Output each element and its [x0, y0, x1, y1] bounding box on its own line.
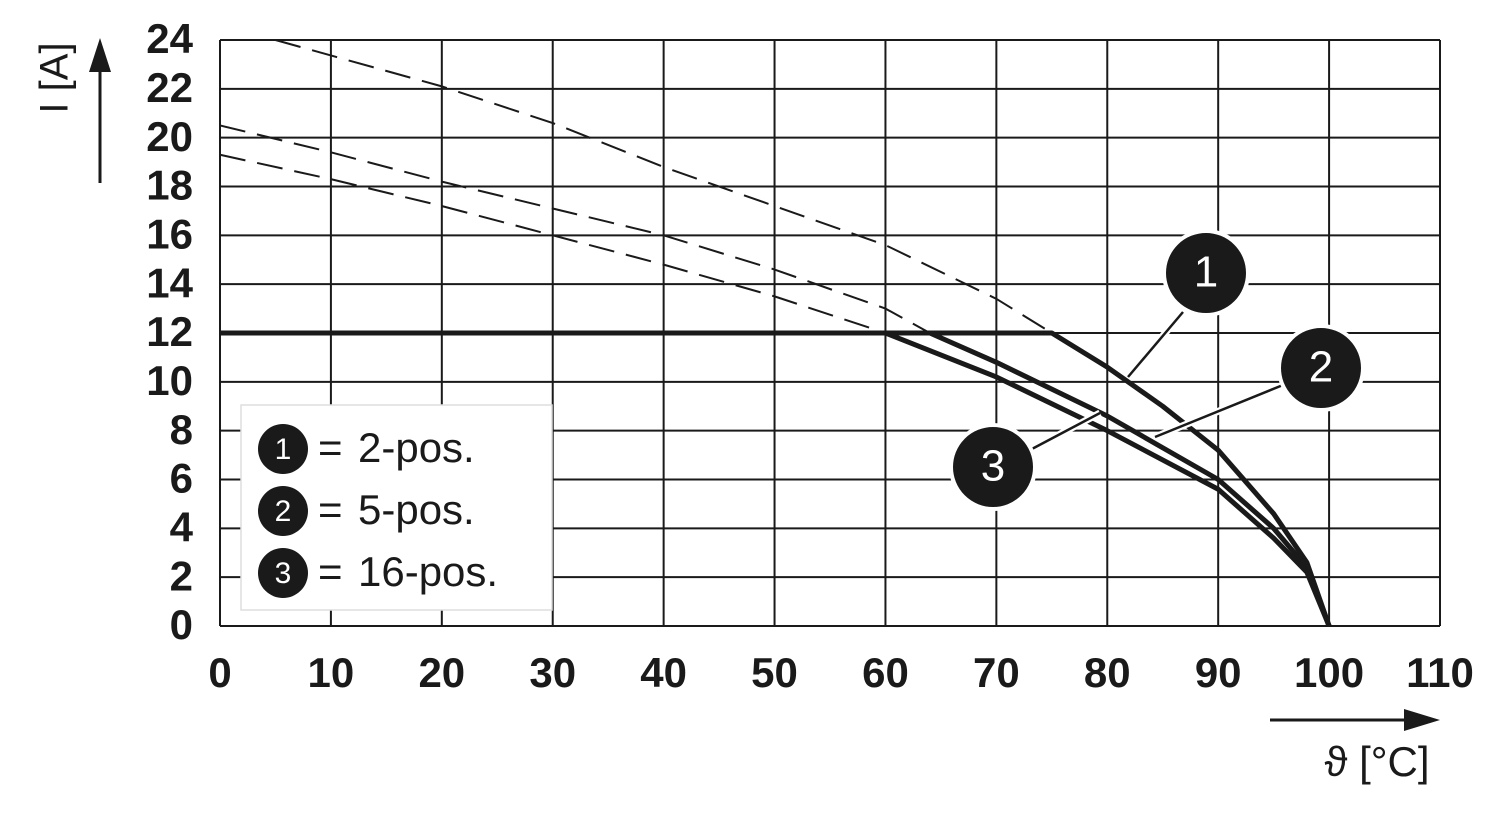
callout-number: 2 — [1309, 343, 1333, 392]
x-tick-label: 80 — [1084, 649, 1131, 696]
callout-bubble — [1277, 324, 1365, 412]
extrapolated-line — [219, 153, 886, 334]
line — [220, 330, 1332, 627]
x-tick-label: 110 — [1406, 649, 1474, 696]
extrapolated-line — [275, 39, 1053, 334]
y-tick-label: 2 — [170, 552, 193, 599]
callout-leader — [1127, 311, 1184, 378]
y-axis-label: I [A] — [33, 42, 77, 113]
callout-leader — [1154, 383, 1284, 439]
callout-number: 3 — [981, 442, 1005, 491]
legend-label: 5-pos. — [358, 486, 475, 533]
x-tick-label: 50 — [751, 649, 798, 696]
x-axis-arrowhead — [1404, 709, 1440, 731]
x-tick-label: 0 — [208, 649, 231, 696]
callout-bubble — [1162, 229, 1250, 317]
y-axis-arrowhead — [89, 38, 111, 72]
callout-leader — [1029, 411, 1101, 452]
x-tick-label: 100 — [1294, 649, 1364, 696]
line — [220, 330, 1332, 627]
legend-marker-number: 2 — [275, 495, 292, 528]
legend-marker-number: 1 — [275, 433, 292, 466]
y-tick-label: 10 — [146, 357, 193, 404]
callout-bubble — [949, 423, 1037, 511]
callout-number: 1 — [1194, 248, 1218, 297]
legend-marker — [258, 486, 308, 536]
x-tick-label: 30 — [529, 649, 576, 696]
y-tick-label: 20 — [146, 113, 193, 160]
y-tick-label: 0 — [170, 601, 193, 648]
legend-sign: = — [318, 424, 343, 471]
y-tick-label: 8 — [170, 406, 193, 453]
legend-sign: = — [318, 548, 343, 595]
line — [220, 330, 1332, 627]
y-tick-label: 22 — [146, 64, 193, 111]
y-tick-label: 18 — [146, 162, 193, 209]
y-tick-label: 24 — [146, 15, 193, 62]
y-tick-label: 16 — [146, 210, 193, 257]
legend-marker — [258, 424, 308, 474]
x-tick-label: 20 — [418, 649, 465, 696]
y-tick-label: 4 — [170, 503, 194, 550]
x-axis-label: ϑ [°C] — [1324, 738, 1429, 785]
x-tick-label: 70 — [973, 649, 1020, 696]
legend-label: 2-pos. — [358, 424, 475, 471]
y-tick-label: 14 — [146, 259, 193, 306]
legend-marker — [258, 548, 308, 598]
y-tick-label: 6 — [170, 455, 193, 502]
y-tick-label: 12 — [146, 308, 193, 355]
extrapolated-line — [219, 124, 931, 334]
x-tick-label: 10 — [308, 649, 355, 696]
x-tick-label: 90 — [1195, 649, 1242, 696]
legend-label: 16-pos. — [358, 548, 498, 595]
x-tick-label: 60 — [862, 649, 909, 696]
legend-sign: = — [318, 486, 343, 533]
x-tick-label: 40 — [640, 649, 687, 696]
legend-marker-number: 3 — [275, 557, 292, 590]
